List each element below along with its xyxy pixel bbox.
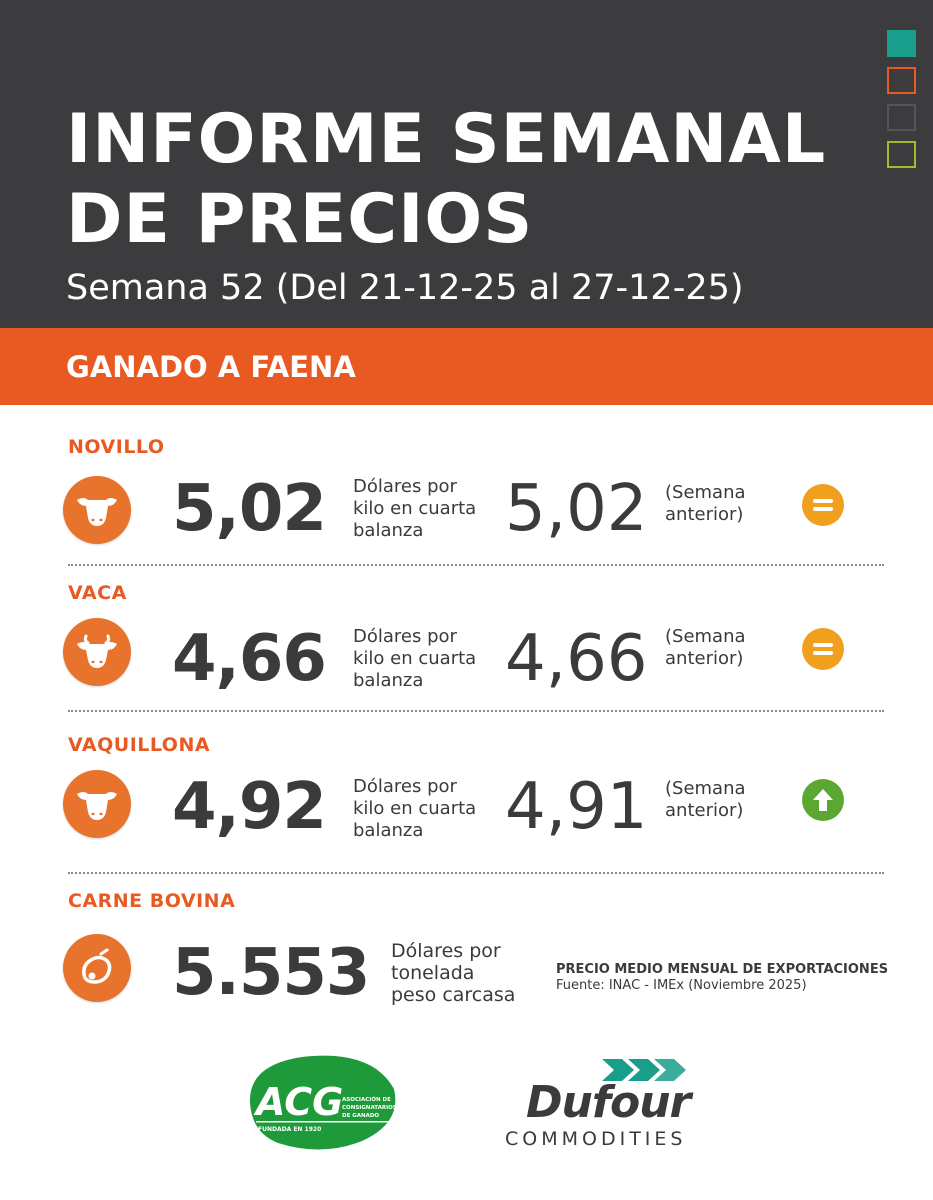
unit-line: kilo en cuarta xyxy=(353,798,477,819)
title-line-1: INFORME SEMANAL xyxy=(66,100,827,179)
acg-sub-line: DE GANADO xyxy=(342,1113,379,1119)
price-value: 4,92 xyxy=(172,770,327,844)
previous-label-line: (Semana xyxy=(665,626,746,647)
price-value: 5,02 xyxy=(172,472,327,546)
acg-sub-line: ASOCIACIÓN DE xyxy=(342,1096,391,1103)
square-gray-outline xyxy=(887,104,916,131)
unit-line: tonelada xyxy=(391,962,475,984)
square-orange-outline xyxy=(887,67,916,94)
price-value: 4,66 xyxy=(172,622,327,696)
unit-line: balanza xyxy=(353,520,424,541)
cow-head-icon xyxy=(63,618,131,686)
unit-line: Dólares por xyxy=(391,940,501,962)
price-unit: Dólares por kilo en cuarta balanza xyxy=(353,476,476,542)
previous-label-line: anterior) xyxy=(665,648,744,669)
export-source: Fuente: INAC - IMEx (Noviembre 2025) xyxy=(556,978,807,993)
unit-line: balanza xyxy=(353,670,424,691)
unit-line: Dólares por xyxy=(353,776,457,797)
row-divider xyxy=(68,710,884,712)
unit-line: Dólares por xyxy=(353,476,457,497)
section-title: GANADO A FAENA xyxy=(66,350,356,384)
arrow-up-icon xyxy=(802,779,844,821)
acg-founded: FUNDADA EN 1920 xyxy=(258,1126,321,1133)
header: INFORME SEMANAL DE PRECIOS Semana 52 (De… xyxy=(0,0,933,328)
title-line-2: DE PRECIOS xyxy=(66,180,534,259)
square-green-outline xyxy=(887,141,916,168)
previous-label-line: (Semana xyxy=(665,482,746,503)
unit-line: kilo en cuarta xyxy=(353,648,477,669)
color-squares xyxy=(887,30,916,178)
dufour-name: Dufour xyxy=(526,1077,691,1128)
equal-icon xyxy=(802,484,844,526)
equal-icon xyxy=(802,628,844,670)
acg-text: ACG xyxy=(253,1080,343,1124)
previous-label: (Semana anterior) xyxy=(665,778,746,822)
unit-line: peso carcasa xyxy=(391,984,516,1006)
price-unit: Dólares por kilo en cuarta balanza xyxy=(353,626,476,692)
dufour-logo: Dufour COMMODITIES xyxy=(500,1055,720,1155)
acg-logo: ACG ASOCIACIÓN DE CONSIGNATARIOS DE GANA… xyxy=(242,1053,400,1157)
previous-price: 4,91 xyxy=(505,770,648,844)
section-band: GANADO A FAENA xyxy=(0,328,933,405)
previous-label: (Semana anterior) xyxy=(665,482,746,526)
week-subtitle: Semana 52 (Del 21-12-25 al 27-12-25) xyxy=(66,268,744,308)
previous-label-line: anterior) xyxy=(665,800,744,821)
previous-price: 4,66 xyxy=(505,622,648,696)
square-teal xyxy=(887,30,916,57)
steer-head-icon xyxy=(63,476,131,544)
row-divider xyxy=(68,564,884,566)
price-unit: Dólares por kilo en cuarta balanza xyxy=(353,776,476,842)
previous-label: (Semana anterior) xyxy=(665,626,746,670)
meat-cut-icon xyxy=(63,934,131,1002)
unit-line: kilo en cuarta xyxy=(353,498,477,519)
price-value: 5.553 xyxy=(172,936,370,1010)
price-unit: Dólares por tonelada peso carcasa xyxy=(391,940,515,1006)
previous-label-line: anterior) xyxy=(665,504,744,525)
previous-label-line: (Semana xyxy=(665,778,746,799)
heifer-head-icon xyxy=(63,770,131,838)
category-label: VACA xyxy=(68,582,127,604)
row-divider xyxy=(68,872,884,874)
acg-sub-line: CONSIGNATARIOS xyxy=(342,1105,397,1111)
unit-line: Dólares por xyxy=(353,626,457,647)
category-label: CARNE BOVINA xyxy=(68,890,236,912)
unit-line: balanza xyxy=(353,820,424,841)
chevrons-icon xyxy=(602,1059,686,1081)
export-title: PRECIO MEDIO MENSUAL DE EXPORTACIONES xyxy=(556,962,889,977)
previous-price: 5,02 xyxy=(505,472,648,546)
page-title: INFORME SEMANAL DE PRECIOS xyxy=(66,100,826,260)
category-label: NOVILLO xyxy=(68,436,165,458)
category-label: VAQUILLONA xyxy=(68,734,211,756)
dufour-sub: COMMODITIES xyxy=(505,1128,687,1150)
